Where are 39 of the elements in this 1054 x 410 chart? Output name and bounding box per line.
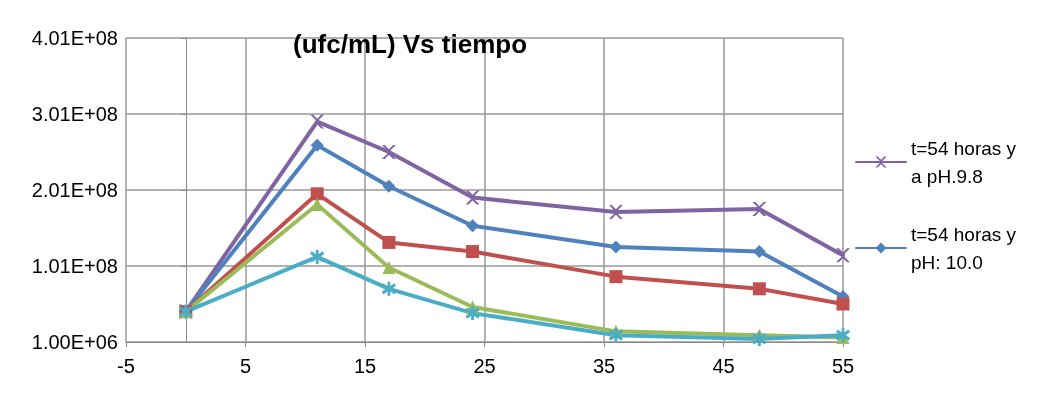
chart-title: (ufc/mL) Vs tiempo bbox=[293, 29, 528, 59]
point bbox=[310, 187, 324, 201]
y-tick-label: 2.01E+08 bbox=[31, 179, 118, 201]
y-tick-label: 4.01E+08 bbox=[31, 27, 118, 49]
y-tick-label: 1.01E+08 bbox=[31, 255, 118, 277]
y-tick-label: 1.00E+06 bbox=[31, 331, 118, 353]
y-tick-label: 3.01E+08 bbox=[31, 103, 118, 125]
point bbox=[382, 235, 396, 249]
point bbox=[836, 248, 850, 263]
point bbox=[836, 297, 850, 311]
point bbox=[609, 240, 623, 254]
point bbox=[466, 245, 480, 259]
x-tick-label: 15 bbox=[353, 355, 377, 377]
point bbox=[381, 281, 396, 296]
x-tick-label: 35 bbox=[592, 355, 616, 377]
point bbox=[752, 282, 766, 296]
point bbox=[310, 138, 324, 152]
point bbox=[310, 249, 325, 264]
x-tick-label: 5 bbox=[239, 355, 252, 377]
point bbox=[752, 245, 766, 259]
x-tick-label: 25 bbox=[473, 355, 496, 377]
point bbox=[609, 270, 623, 284]
point bbox=[752, 202, 767, 216]
point bbox=[310, 197, 324, 211]
point bbox=[465, 306, 480, 321]
point bbox=[465, 190, 480, 205]
point bbox=[466, 219, 480, 233]
point bbox=[752, 331, 767, 346]
point bbox=[381, 145, 396, 159]
x-tick-label: 45 bbox=[712, 355, 735, 377]
point bbox=[310, 114, 325, 129]
x-tick-label: 55 bbox=[831, 355, 855, 377]
x-tick-label: -5 bbox=[117, 355, 135, 377]
point bbox=[608, 205, 623, 220]
point bbox=[382, 179, 396, 193]
point bbox=[608, 328, 623, 343]
point bbox=[382, 261, 396, 275]
legend-label: t=54 horas y a pH.9.8 bbox=[911, 137, 1022, 187]
legend-label: t=54 horas y pH: 10.0 bbox=[911, 223, 1022, 273]
